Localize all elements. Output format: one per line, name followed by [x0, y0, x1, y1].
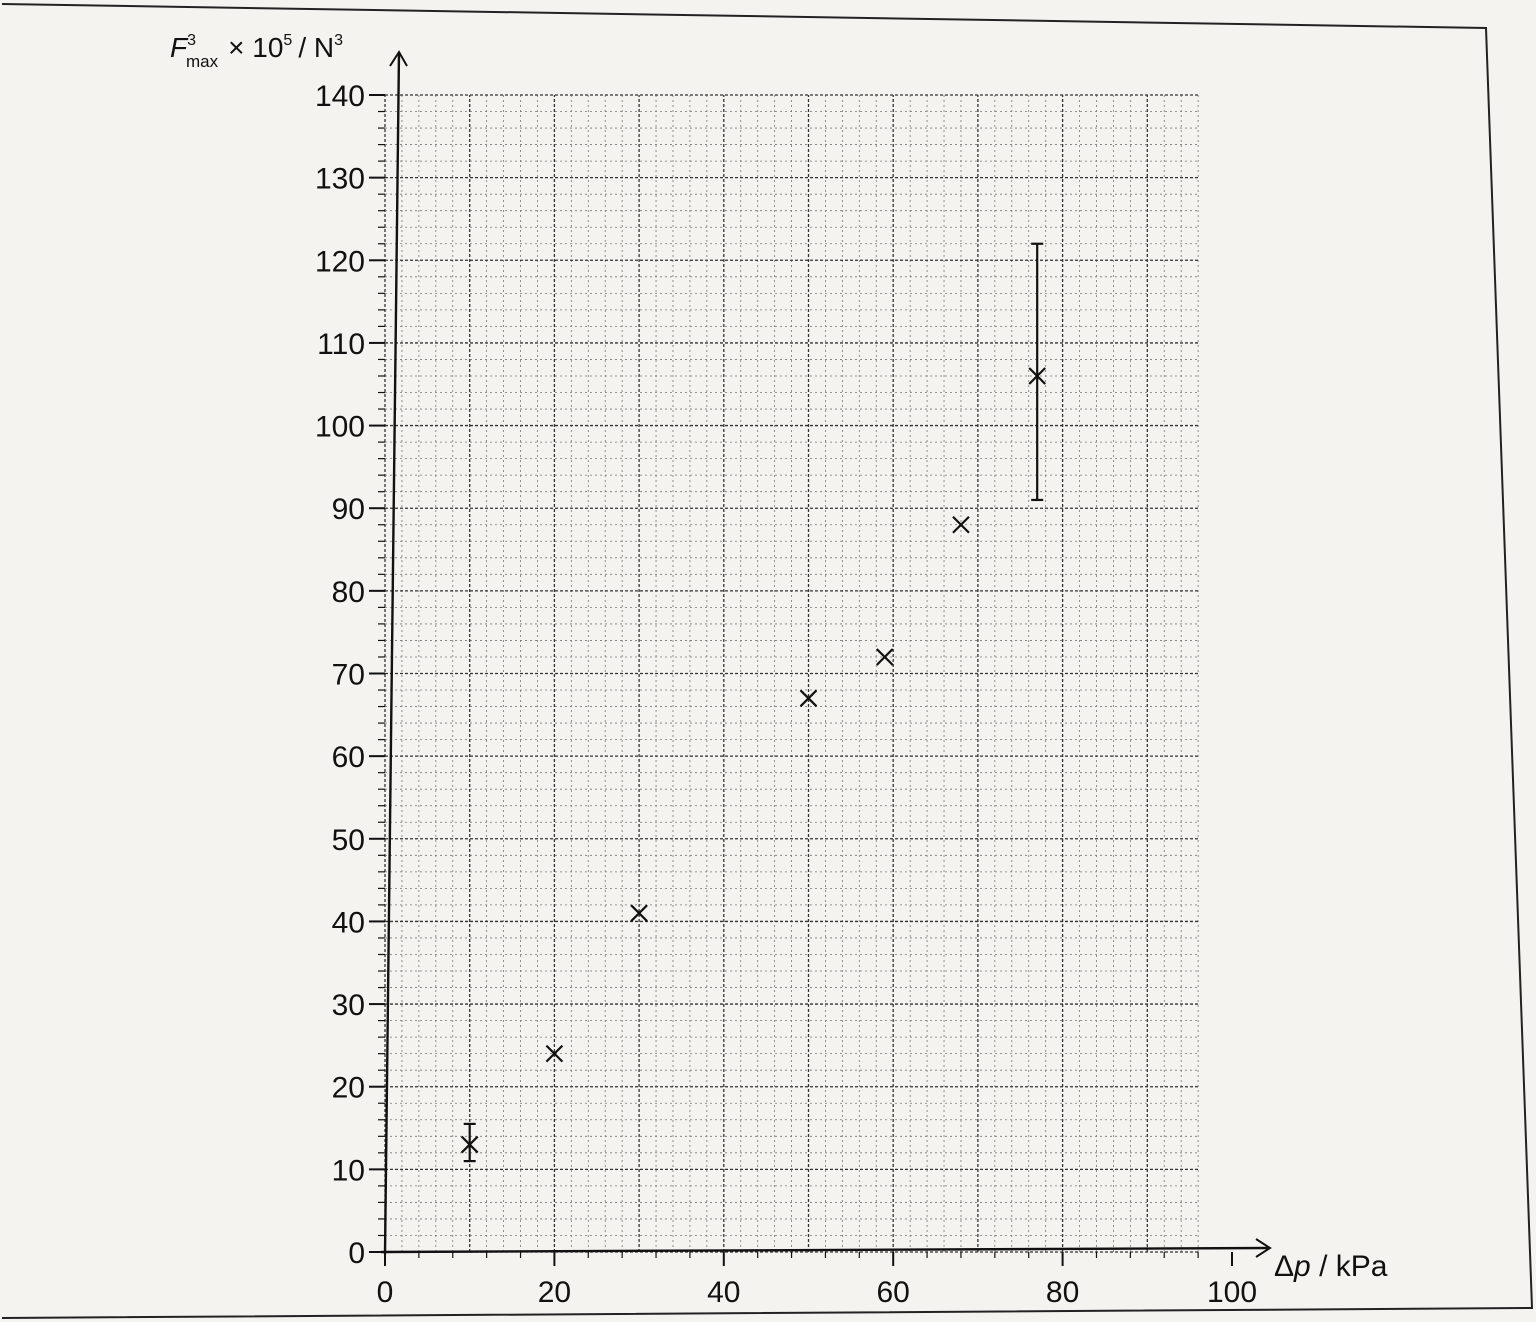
point-marker-stroke [630, 904, 648, 922]
x-tick-label: 40 [707, 1276, 740, 1309]
tick-labels: 0 10 20 30 40 50 60 70 80 90 100 110 120 130 140 0 20 40 6… [315, 80, 1257, 1309]
x-tick-label: 0 [377, 1276, 394, 1309]
axes [380, 50, 1272, 1258]
data-point [799, 689, 818, 708]
y-tick-label: 70 [332, 659, 365, 692]
data-points [460, 242, 1046, 1163]
y-tick-label: 90 [332, 493, 365, 526]
data-point [1028, 242, 1046, 502]
y-tick-label: 110 [317, 328, 365, 361]
data-point [545, 1044, 564, 1063]
point-marker-stroke [952, 515, 970, 534]
x-tick-label: 80 [1046, 1276, 1079, 1309]
y-tick-label: 120 [315, 245, 365, 278]
data-point [952, 515, 970, 534]
grid [384, 94, 1199, 1253]
data-point [630, 904, 648, 922]
data-point [875, 648, 894, 666]
x-tick-label: 100 [1207, 1276, 1257, 1309]
y-tick-label: 50 [332, 824, 365, 857]
x-tick-label: 20 [538, 1276, 571, 1309]
y-tick-label: 20 [332, 1072, 365, 1105]
x-tick-label: 60 [877, 1276, 910, 1309]
x-axis-label: Δp / kPa [1274, 1250, 1388, 1283]
y-axis-label: F3 max × 105/ N3 [170, 32, 343, 71]
y-axis-line [383, 51, 401, 1255]
paper-border [1, 3, 1534, 1319]
y-tick-label: 0 [348, 1237, 365, 1270]
x-axis-line [380, 1246, 1269, 1254]
x-axis-arrow [1255, 1238, 1272, 1258]
y-tick-label: 140 [315, 80, 365, 113]
point-marker-stroke [875, 648, 894, 666]
data-point [460, 1122, 479, 1163]
point-marker-stroke [545, 1044, 564, 1063]
y-axis-arrow [389, 50, 408, 67]
y-tick-label: 80 [332, 576, 365, 609]
y-tick-label: 30 [332, 989, 365, 1022]
point-marker-stroke [799, 689, 818, 708]
y-tick-label: 130 [315, 163, 365, 196]
y-tick-label: 40 [332, 906, 365, 939]
y-tick-label: 60 [332, 741, 365, 774]
y-tick-label: 10 [332, 1154, 365, 1187]
y-tick-label: 100 [315, 411, 365, 444]
